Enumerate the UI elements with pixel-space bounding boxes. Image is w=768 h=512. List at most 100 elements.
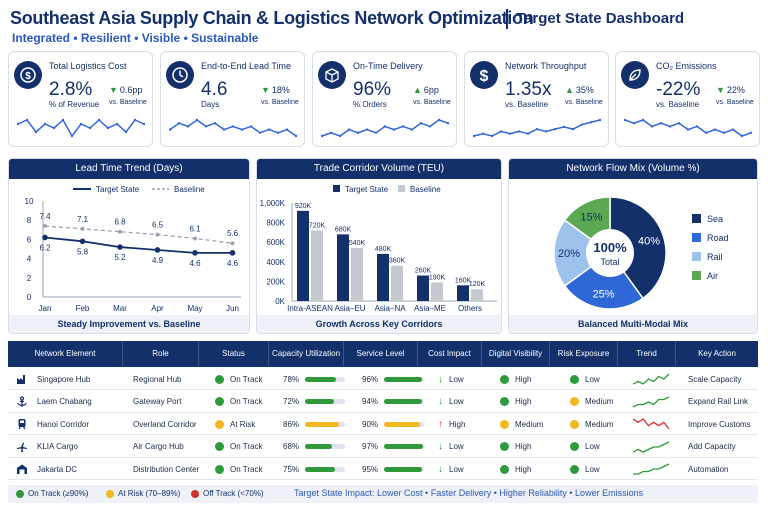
bar-target xyxy=(417,275,429,301)
trend-sparkline xyxy=(633,463,670,476)
panel-title: Lead Time Trend (Days) xyxy=(9,159,249,179)
baseline-point xyxy=(155,232,160,237)
col-header-service[interactable]: Service Level xyxy=(344,341,418,367)
risk-text: Medium xyxy=(585,419,614,429)
legend-dot xyxy=(106,489,114,498)
legend-swatch xyxy=(692,233,701,242)
status-legend: On Track (≥90%) At Risk (70–89%) Off Tra… xyxy=(8,485,758,503)
sparkline-point xyxy=(490,134,494,138)
kpi-card-on-time-delivery[interactable]: On-Time Delivery 96% % Orders ▲ 6pp vs. B… xyxy=(312,51,457,147)
element-name: Laem Chabang xyxy=(37,397,92,407)
sparkline-point xyxy=(222,128,226,131)
donut-center-label: Total xyxy=(600,257,619,267)
sparkline-point xyxy=(544,130,548,133)
sparkline-point xyxy=(213,122,217,125)
table-row[interactable]: KLIA Cargo Air Cargo Hub On Track 68% 97% ↓ Lo… xyxy=(8,436,758,458)
kpi-card-co2[interactable]: CO₂ Emissions -22% vs. Baseline ▼ 22% vs.… xyxy=(615,51,760,147)
kpi-card-throughput[interactable]: $ Network Throughput 1.35x vs. Baseline … xyxy=(464,51,609,147)
risk-dot xyxy=(570,374,579,384)
y-tick-label: 10 xyxy=(25,197,34,206)
kpi-vs: vs. Baseline xyxy=(565,99,603,106)
digital-text: High xyxy=(515,374,532,384)
page-title: Southeast Asia Supply Chain & Logistics … xyxy=(10,8,534,28)
y-tick-label: 8 xyxy=(27,216,32,225)
sparkline-point xyxy=(294,134,298,138)
kpi-vs: vs. Baseline xyxy=(109,99,147,106)
table-row[interactable]: Hanoi Corridor Overland Corridor At Risk 86… xyxy=(8,413,758,436)
bar-baseline xyxy=(471,289,483,301)
table-row[interactable]: Jakarta DC Distribution Center On Track 75%… xyxy=(8,458,758,481)
col-header-capacity[interactable]: Capacity Utilization xyxy=(269,341,344,367)
col-header-status[interactable]: Status xyxy=(199,341,269,367)
kpi-card-logistics-cost[interactable]: $ Total Logistics Cost 2.8% % of Revenue… xyxy=(8,51,153,147)
dollar-coin-icon: $ xyxy=(14,61,42,89)
sparkline-point xyxy=(677,122,681,125)
legend-dot xyxy=(16,489,24,498)
baseline-data-label: 7.4 xyxy=(39,212,51,221)
kpi-title: Network Throughput xyxy=(505,61,587,71)
sparkline-point xyxy=(428,125,432,128)
sparkline-point xyxy=(641,118,645,122)
cell-risk: Medium xyxy=(570,391,613,413)
y-tick-label: 6 xyxy=(27,235,32,244)
donut-hole xyxy=(586,229,634,277)
col-header-digital[interactable]: Digital Visibility xyxy=(482,341,550,367)
role-text: Overland Corridor xyxy=(133,419,197,429)
col-header-cost[interactable]: Cost Impact xyxy=(418,341,482,367)
sparkline-point xyxy=(571,127,575,131)
trend-line xyxy=(632,396,670,408)
target-point xyxy=(42,234,48,241)
panel-title: Network Flow Mix (Volume %) xyxy=(509,159,757,179)
col-header-element[interactable]: Network Element xyxy=(8,341,123,367)
kpi-title: End-to-End Lead Time xyxy=(201,61,292,71)
legend-dot xyxy=(191,489,199,498)
x-tick-label: Feb xyxy=(76,304,90,313)
panel-footer: Balanced Multi-Modal Mix xyxy=(509,315,757,333)
trend-sparkline xyxy=(632,441,670,453)
role-text: Air Cargo Hub xyxy=(133,442,184,452)
cell-element: Singapore Hub xyxy=(16,368,90,390)
sparkline-point xyxy=(686,128,690,131)
col-header-risk[interactable]: Risk Exposure xyxy=(550,341,618,367)
service-bar xyxy=(384,466,425,472)
status-dot xyxy=(215,374,224,384)
anchor-icon xyxy=(16,395,28,408)
col-header-trend[interactable]: Trend xyxy=(618,341,676,367)
arrow-up-icon: ↑ xyxy=(438,418,443,430)
cell-risk: Medium xyxy=(570,413,613,435)
panel-footer: Growth Across Key Corridors xyxy=(257,315,501,333)
sparkline-point xyxy=(97,118,101,122)
utilization-bar xyxy=(305,399,346,405)
utilization-bar-fill xyxy=(305,444,333,450)
service-bar xyxy=(384,421,425,427)
element-name: KLIA Cargo xyxy=(37,442,78,452)
bar-label-target: 680K xyxy=(335,226,352,233)
y-tick-label: 800K xyxy=(266,219,285,228)
kpi-unit: Days xyxy=(201,100,220,109)
sparkline-point xyxy=(70,134,74,138)
sparkline-point xyxy=(124,130,128,134)
baseline-point xyxy=(230,241,235,246)
target-point xyxy=(192,250,198,256)
col-header-role[interactable]: Role xyxy=(123,341,199,367)
cell-cost: ↓ Low xyxy=(438,458,464,480)
bar-target xyxy=(297,210,309,301)
cell-status: On Track xyxy=(215,368,262,390)
status-dot xyxy=(215,442,224,452)
kpi-delta-value: 0.6pp xyxy=(119,85,143,95)
cell-risk: Low xyxy=(570,458,600,480)
col-header-action[interactable]: Key Action xyxy=(698,349,736,358)
sparkline-point xyxy=(88,126,92,130)
network-flow-panel: Network Flow Mix (Volume %) 40% 25% 20% 15%… xyxy=(508,158,758,334)
leaf-icon xyxy=(621,61,649,89)
cell-risk: Low xyxy=(570,368,600,390)
service-bar-fill xyxy=(384,444,423,450)
cost-text: High xyxy=(449,419,466,429)
table-row[interactable]: Singapore Hub Regional Hub On Track 78% 96% ↓… xyxy=(8,368,758,390)
status-text: On Track xyxy=(230,442,263,452)
kpi-card-lead-time[interactable]: End-to-End Lead Time 4.6 Days ▼ 18% vs. B… xyxy=(160,51,305,147)
cell-action: Expand Rail Link xyxy=(688,391,748,413)
table-row[interactable]: Laem Chabang Gateway Port On Track 72% 94% ↓ L… xyxy=(8,391,758,413)
cell-service: 97% xyxy=(362,436,425,458)
x-tick-label: May xyxy=(187,304,202,313)
